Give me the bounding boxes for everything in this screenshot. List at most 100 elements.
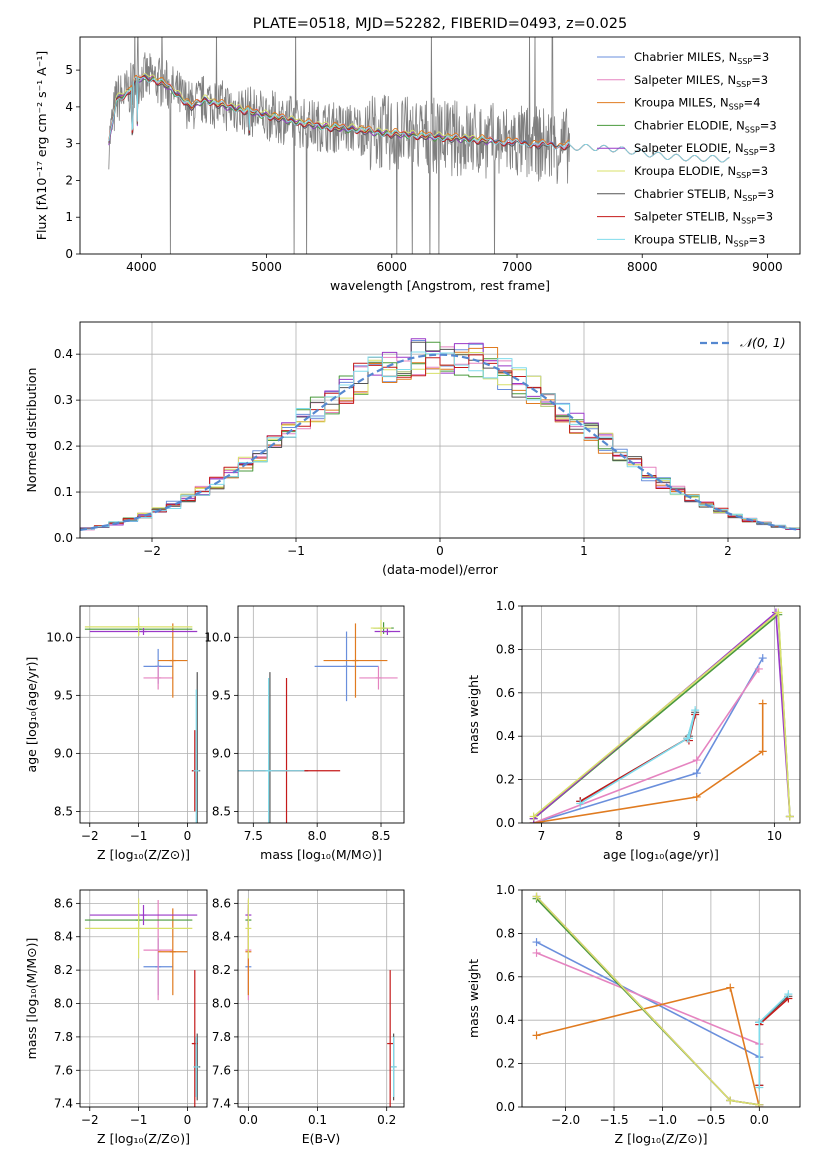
y-tick-label: 0.2	[54, 439, 73, 453]
x-axis-label: Z [log₁₀(Z/Z⊙)]	[97, 1131, 190, 1146]
plot-area-spectrum	[108, 37, 730, 254]
y-tick-label: 7.8	[54, 1030, 73, 1044]
y-tick-label: 8.6	[54, 896, 73, 910]
y-tick-label: 4	[65, 100, 73, 114]
plot-area-massweight-vs-z	[532, 892, 793, 1107]
chart-title: PLATE=0518, MJD=52282, FIBERID=0493, z=0…	[253, 16, 627, 32]
panel-spectrum: 4000 5000 6000 7000 8000 9000012345wavelength…	[34, 16, 801, 293]
frame-layer: Z [log₁₀(Z/Z⊙)] mass weight	[466, 889, 801, 1146]
error-bar-point	[238, 677, 305, 823]
x-tick-label: 7000	[502, 260, 533, 274]
y-tick-label: 1.0	[496, 599, 515, 613]
y-tick-label: 0.4	[496, 1013, 515, 1027]
y-tick-label: 7.4	[54, 1097, 73, 1111]
y-tick-label: 9.0	[212, 746, 231, 760]
frame-layer: mass [log₁₀(M/M⊙)]	[237, 605, 405, 862]
error-bar-point	[370, 619, 392, 637]
y-tick-label: 8.0	[212, 997, 231, 1011]
plus-marker	[755, 1018, 764, 1027]
plot-area-age-vs-z	[84, 617, 201, 823]
plot-area-residuals	[80, 338, 800, 531]
y-tick-label: 0.4	[54, 347, 73, 361]
legend-nssp: 3	[766, 210, 773, 224]
x-axis-label: Z [log₁₀(Z/Z⊙)]	[615, 1131, 708, 1146]
y-tick-label: 9.0	[54, 746, 73, 760]
y-axis-label: mass weight	[466, 959, 481, 1038]
x-tick-label: −2	[143, 544, 161, 558]
error-bar-point	[387, 970, 394, 1107]
x-tick-label: −1.5	[599, 1113, 628, 1127]
weight-line	[533, 657, 764, 823]
legend-nssp: 3	[761, 73, 768, 87]
plot-area-age-vs-mass	[238, 619, 401, 823]
x-tick-label: 8	[615, 829, 623, 843]
error-bar-point	[89, 905, 198, 926]
legend-label: Salpeter ELODIE, NSSP=3	[634, 141, 776, 157]
x-tick-label: 5000	[251, 260, 282, 274]
x-tick-label: 0	[436, 544, 444, 558]
axes-frame	[79, 321, 801, 539]
x-tick-label: 8.0	[308, 829, 327, 843]
axes-frame	[237, 889, 405, 1108]
plus-marker	[774, 608, 783, 617]
y-tick-label: 8.4	[212, 930, 231, 944]
plot-area-mass-vs-z	[84, 898, 201, 1107]
y-tick-label: 8.5	[54, 804, 73, 818]
error-bar-point	[374, 628, 401, 636]
plus-marker	[726, 983, 735, 992]
y-tick-label: 0.0	[496, 1100, 515, 1114]
weight-line	[536, 941, 760, 1058]
error-bar-point	[143, 900, 173, 1001]
axes-frame	[237, 605, 405, 824]
plus-marker	[532, 892, 541, 901]
y-axis-label: Flux [fλ10⁻¹⁷ erg cm⁻² s⁻¹ A⁻¹]	[34, 51, 49, 240]
error-bar-point	[245, 898, 252, 959]
x-tick-label: 0	[184, 1113, 192, 1127]
model-line	[108, 76, 730, 163]
y-tick-label: 8.2	[212, 963, 231, 977]
y-tick-label: 8.5	[212, 804, 231, 818]
y-tick-label: 7.6	[212, 1063, 231, 1077]
y-tick-label: 5	[65, 63, 73, 77]
legend: 𝒩(0, 1)	[700, 335, 786, 350]
error-bar-point	[359, 666, 398, 690]
legend-label: Chabrier MILES, NSSP=3	[634, 50, 769, 66]
weight-line	[579, 711, 697, 802]
x-tick-label: 8.5	[371, 829, 390, 843]
y-axis-label: mass weight	[466, 675, 481, 754]
weight-line	[533, 613, 791, 820]
frame-layer: Z [log₁₀(Z/Z⊙)] age [log₁₀(age/yr)]	[24, 605, 208, 862]
legend-nssp: 3	[767, 187, 774, 201]
x-axis-label: (data-model)/error	[382, 562, 499, 577]
y-tick-label: 0.4	[496, 729, 515, 743]
y-tick-label: 7.6	[54, 1063, 73, 1077]
x-tick-label: −2.0	[551, 1113, 580, 1127]
y-tick-label: 0.6	[496, 686, 515, 700]
plus-marker	[726, 1096, 735, 1105]
y-tick-label: 7.4	[212, 1097, 231, 1111]
x-tick-label: 0.0	[750, 1113, 769, 1127]
weight-line	[536, 952, 760, 1045]
frame-layer: Z [log₁₀(Z/Z⊙)] mass [log₁₀(M/M⊙)]	[24, 889, 208, 1146]
normal-curve	[80, 353, 800, 531]
y-tick-label: 8.4	[54, 930, 73, 944]
legend-series-name: Salpeter MILES	[634, 73, 720, 87]
plus-marker	[755, 1100, 764, 1107]
legend-label: Salpeter STELIB, NSSP=3	[634, 210, 773, 226]
legend-label: Chabrier ELODIE, NSSP=3	[634, 118, 777, 134]
y-tick-label: 8.2	[54, 963, 73, 977]
y-tick-label: 10.0	[46, 630, 73, 644]
weight-line	[535, 895, 760, 1106]
plus-marker	[758, 747, 767, 756]
error-bar-point	[193, 689, 200, 823]
plus-marker	[785, 812, 794, 821]
plus-marker	[691, 706, 700, 715]
x-tick-label: 0.2	[377, 1113, 396, 1127]
error-bar-point	[158, 908, 188, 996]
y-axis-label: age [log₁₀(age/yr)]	[24, 657, 39, 773]
x-axis-label: mass [log₁₀(M/M⊙)]	[260, 847, 382, 862]
error-bar-point	[390, 1036, 397, 1097]
weight-line	[579, 713, 697, 802]
plus-marker	[692, 769, 701, 778]
